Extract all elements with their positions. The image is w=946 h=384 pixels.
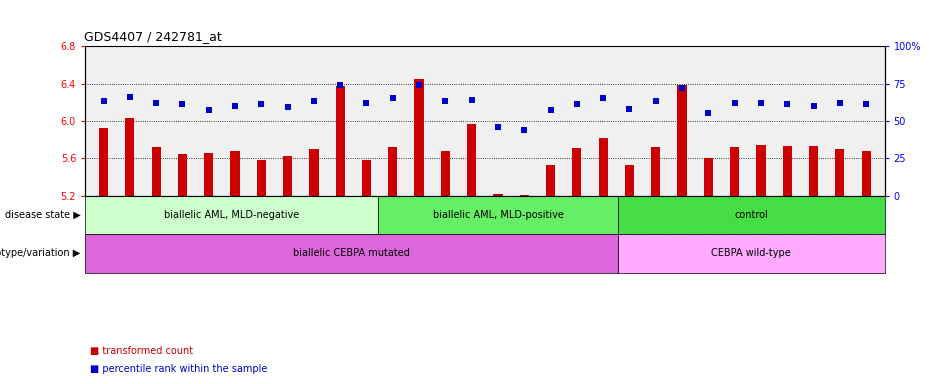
- Bar: [835, 149, 845, 196]
- Bar: [441, 151, 450, 196]
- Bar: [809, 146, 818, 196]
- Bar: [85, 196, 378, 234]
- Bar: [625, 165, 634, 196]
- Bar: [231, 151, 239, 196]
- Bar: [414, 79, 424, 196]
- Bar: [85, 234, 618, 273]
- Text: disease state ▶: disease state ▶: [5, 210, 80, 220]
- Bar: [178, 154, 187, 196]
- Bar: [704, 159, 713, 196]
- Bar: [730, 147, 739, 196]
- Text: GDS4407 / 242781_at: GDS4407 / 242781_at: [84, 30, 222, 43]
- Text: CEBPA wild-type: CEBPA wild-type: [711, 248, 791, 258]
- Text: biallelic AML, MLD-positive: biallelic AML, MLD-positive: [432, 210, 564, 220]
- Bar: [862, 151, 870, 196]
- Bar: [378, 196, 618, 234]
- Bar: [336, 86, 344, 196]
- Bar: [572, 148, 582, 196]
- Text: ■ transformed count: ■ transformed count: [90, 346, 193, 356]
- Bar: [309, 149, 319, 196]
- Bar: [651, 147, 660, 196]
- Bar: [283, 156, 292, 196]
- Bar: [204, 153, 214, 196]
- Bar: [618, 234, 885, 273]
- Text: genotype/variation ▶: genotype/variation ▶: [0, 248, 80, 258]
- Bar: [494, 194, 502, 196]
- Bar: [388, 147, 397, 196]
- Bar: [599, 138, 607, 196]
- Bar: [151, 147, 161, 196]
- Text: biallelic CEBPA mutated: biallelic CEBPA mutated: [293, 248, 410, 258]
- Bar: [519, 195, 529, 196]
- Bar: [618, 196, 885, 234]
- Bar: [256, 160, 266, 196]
- Text: ■ percentile rank within the sample: ■ percentile rank within the sample: [90, 364, 267, 374]
- Bar: [467, 124, 476, 196]
- Bar: [677, 85, 687, 196]
- Bar: [546, 165, 555, 196]
- Bar: [99, 128, 108, 196]
- Bar: [362, 160, 371, 196]
- Bar: [756, 145, 765, 196]
- Text: biallelic AML, MLD-negative: biallelic AML, MLD-negative: [164, 210, 299, 220]
- Bar: [125, 118, 134, 196]
- Bar: [782, 146, 792, 196]
- Text: control: control: [734, 210, 768, 220]
